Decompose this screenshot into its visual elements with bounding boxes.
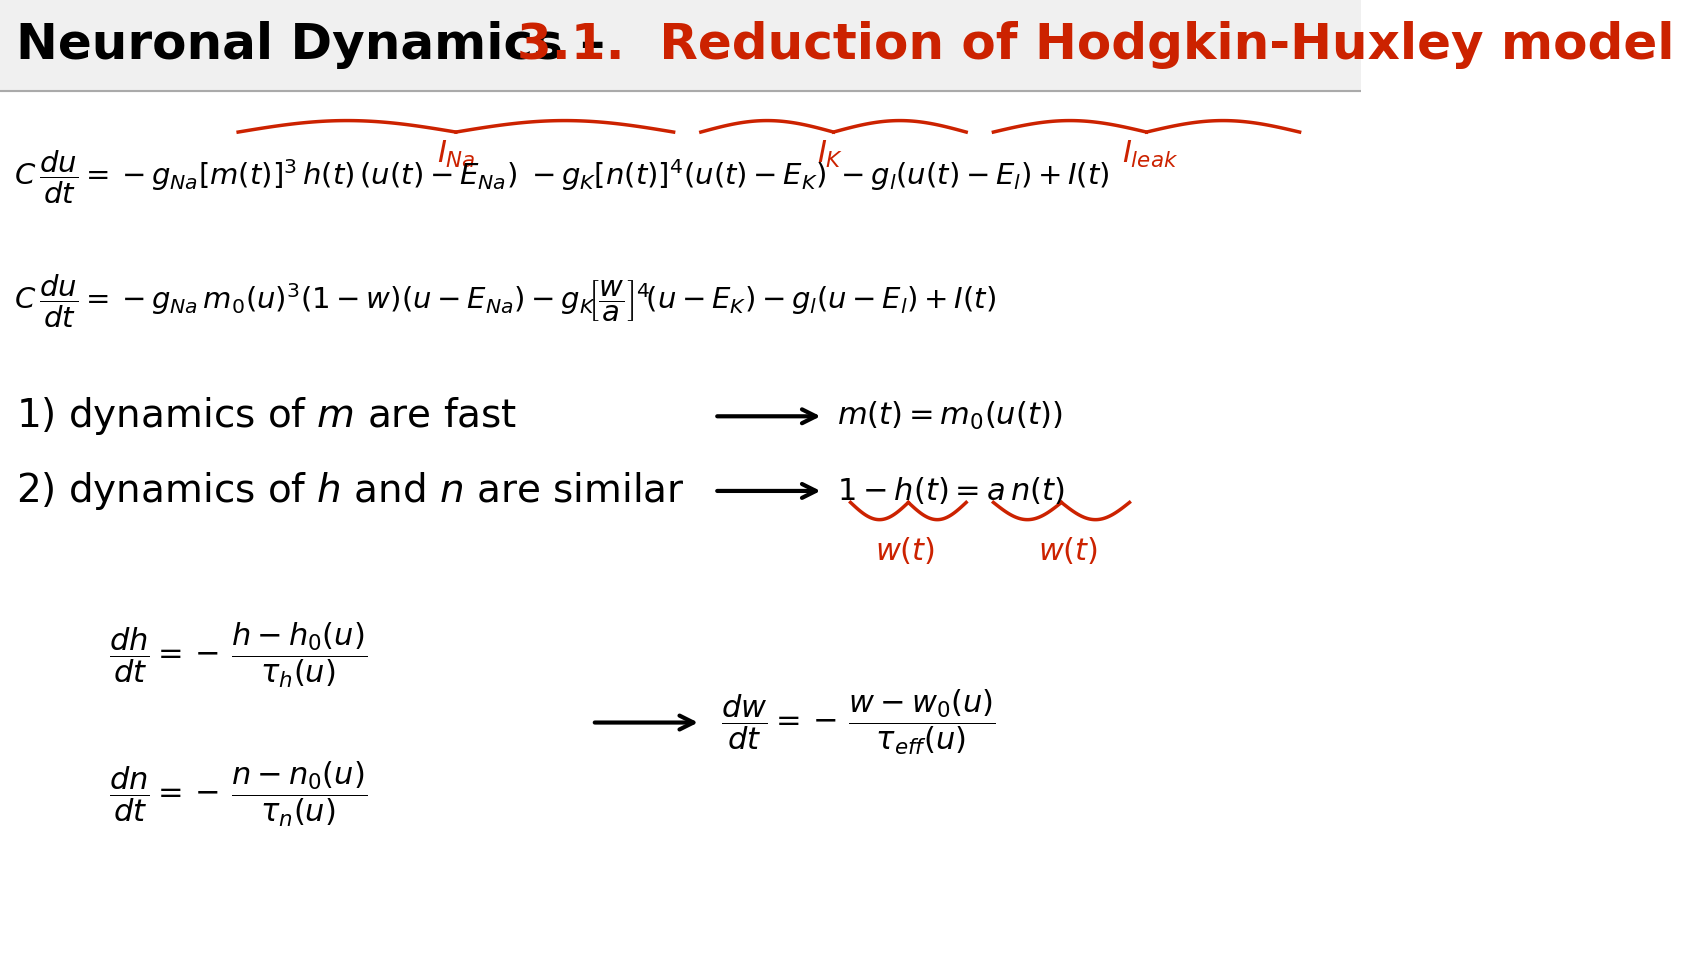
Text: $\dfrac{dh}{dt} = -\,\dfrac{h-h_0(u)}{\tau_h(u)}$: $\dfrac{dh}{dt} = -\,\dfrac{h-h_0(u)}{\t… [109,621,367,690]
Text: 1) dynamics of $\mathit{m}$ are fast: 1) dynamics of $\mathit{m}$ are fast [17,395,517,437]
Text: $1-h(t) = a\,n(t)$: $1-h(t) = a\,n(t)$ [837,476,1065,506]
Text: $w(t)$: $w(t)$ [1038,535,1099,566]
Text: $\dfrac{dn}{dt} = -\,\dfrac{n-n_0(u)}{\tau_n(u)}$: $\dfrac{dn}{dt} = -\,\dfrac{n-n_0(u)}{\t… [109,760,367,829]
Bar [0,0,1361,91]
Text: $C\,\dfrac{du}{dt} = -g_{Na}[m(t)]^3\,h(t)\,(u(t)-E_{Na})\;-g_K[n(t)]^4(u(t)-E_K: $C\,\dfrac{du}{dt} = -g_{Na}[m(t)]^3\,h(… [14,148,1109,206]
Text: Neuronal Dynamics –: Neuronal Dynamics – [17,21,623,69]
Text: $C\,\dfrac{du}{dt} = -g_{Na}\,m_0(u)^3(1-w)(u-E_{Na}) - g_K\!\left[\dfrac{w}{a}\: $C\,\dfrac{du}{dt} = -g_{Na}\,m_0(u)^3(1… [14,273,995,330]
Text: $I_K$: $I_K$ [816,139,844,169]
Text: 3.1.  Reduction of Hodgkin-Huxley model: 3.1. Reduction of Hodgkin-Huxley model [517,21,1674,69]
Text: $I_{Na}$: $I_{Na}$ [437,139,475,169]
Text: 2) dynamics of $\mathit{h}$ and $\mathit{n}$ are similar: 2) dynamics of $\mathit{h}$ and $\mathit… [17,470,686,512]
Text: $m(t) = m_0(u(t))$: $m(t) = m_0(u(t))$ [837,400,1061,433]
Text: $\dfrac{dw}{dt} = -\,\dfrac{w-w_0(u)}{\tau_{eff}(u)}$: $\dfrac{dw}{dt} = -\,\dfrac{w-w_0(u)}{\t… [721,688,997,757]
Text: $w(t)$: $w(t)$ [874,535,936,566]
Text: $I_{leak}$: $I_{leak}$ [1121,139,1179,169]
